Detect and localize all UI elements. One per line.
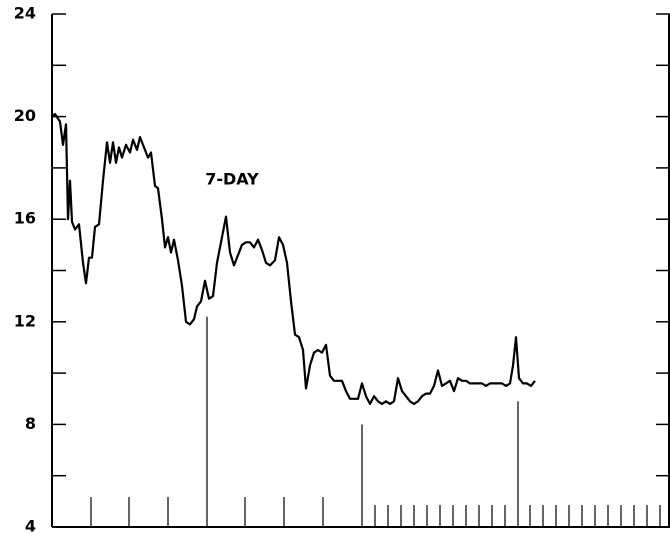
y-tick-label: 4 [25,517,36,533]
y-tick-label: 16 [14,209,36,228]
data-line [51,112,536,405]
y-tick-label: 12 [14,311,36,330]
annotation: 7-DAY [205,170,259,189]
y-tick-label: 24 [14,4,36,23]
y-tick-label: 8 [25,414,36,433]
y-tick-label: 20 [14,106,36,125]
